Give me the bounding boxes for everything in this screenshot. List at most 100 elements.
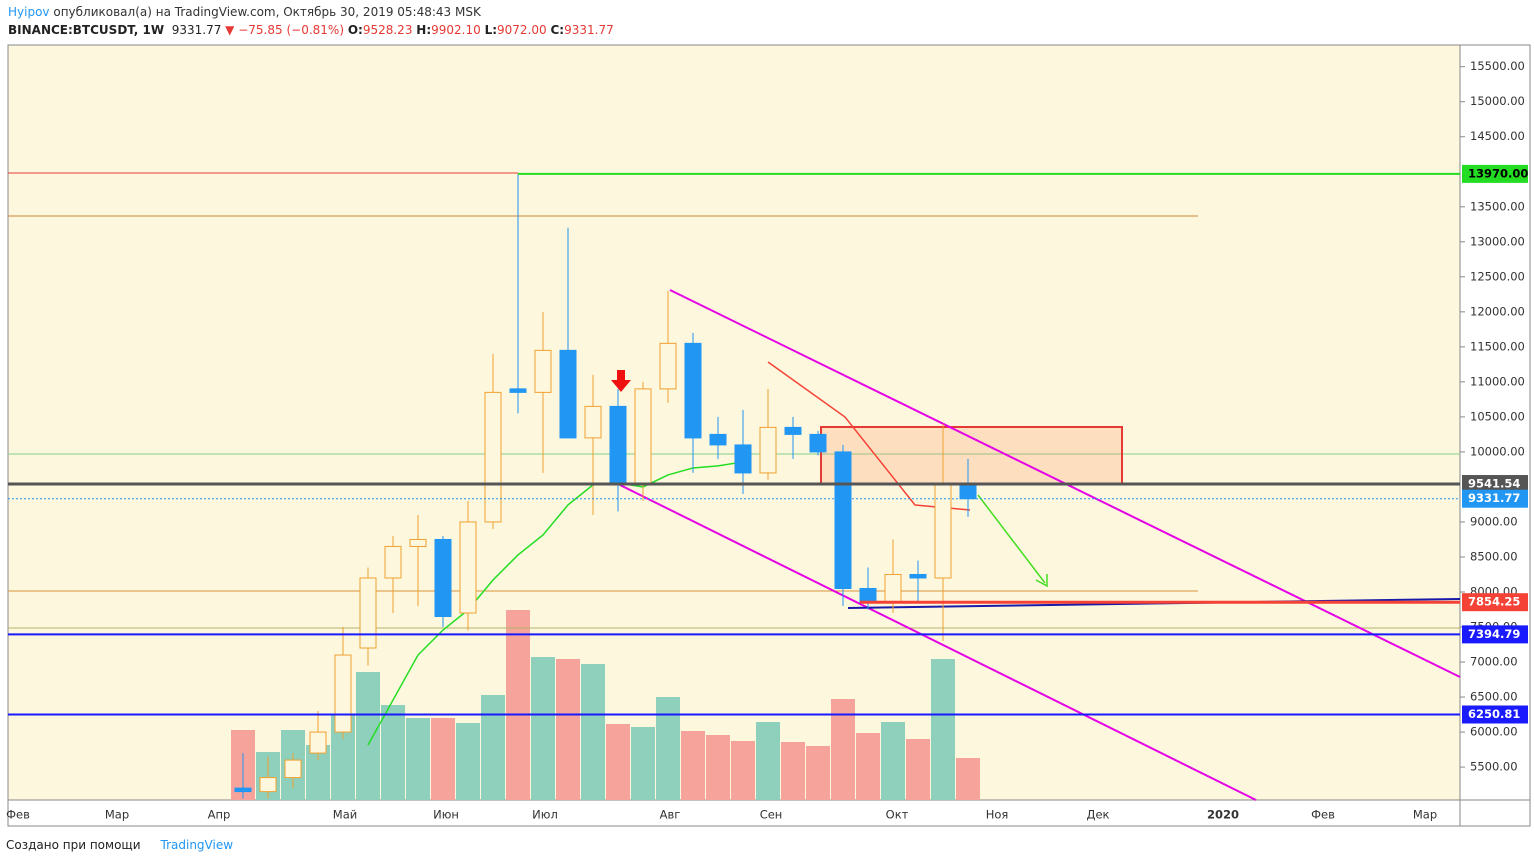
volume-bar bbox=[906, 739, 930, 800]
down-icon: ▼ bbox=[225, 23, 235, 37]
channel-line bbox=[619, 484, 1257, 801]
volume-bar bbox=[731, 741, 755, 800]
volume-bar bbox=[956, 758, 980, 800]
volume-bar bbox=[506, 610, 530, 800]
volume-bar bbox=[931, 659, 955, 800]
level-label: 9331.77 bbox=[1468, 491, 1520, 505]
symbol: BINANCE:BTCUSDT, 1W bbox=[8, 23, 165, 37]
y-tick-label: 9000.00 bbox=[1470, 514, 1518, 528]
y-tick-label: 5500.00 bbox=[1470, 760, 1518, 774]
candle-body bbox=[509, 388, 527, 393]
zone-box bbox=[820, 426, 1123, 485]
x-tick-label: Дек bbox=[1086, 808, 1109, 822]
volume-bar bbox=[431, 718, 455, 800]
footer: Создано при помощи TradingView bbox=[6, 838, 233, 852]
x-tick-label: Окт bbox=[886, 808, 909, 822]
level-tag bbox=[1462, 475, 1528, 494]
candle-body bbox=[684, 342, 702, 439]
volume-bar bbox=[381, 705, 405, 800]
candle-body bbox=[359, 577, 377, 649]
candle-body bbox=[834, 451, 852, 589]
volume-bar bbox=[356, 672, 380, 800]
candle-body bbox=[809, 433, 827, 453]
candle-body bbox=[734, 444, 752, 474]
l: 9072.00 bbox=[497, 23, 547, 37]
candle-body bbox=[459, 521, 477, 614]
volume-bar bbox=[556, 659, 580, 800]
h: 9902.10 bbox=[431, 23, 481, 37]
volume-bar bbox=[581, 664, 605, 800]
candle-body bbox=[484, 391, 502, 523]
y-tick-label: 13500.00 bbox=[1470, 199, 1525, 213]
last: 9331.77 bbox=[171, 23, 222, 37]
volume-bar bbox=[481, 695, 505, 800]
x-tick-label: Сен bbox=[760, 808, 783, 822]
header-line: Hyipov опубликовал(а) на TradingView.com… bbox=[8, 5, 481, 19]
x-tick-label: Июл bbox=[532, 808, 558, 822]
y-tick-label: 12000.00 bbox=[1470, 304, 1525, 318]
level-tag bbox=[1462, 489, 1528, 508]
x-tick-label: Ноя bbox=[986, 808, 1009, 822]
candle-body bbox=[584, 405, 602, 439]
level-tag bbox=[1462, 593, 1528, 612]
volume-layer bbox=[231, 610, 980, 800]
volume-bar bbox=[456, 723, 480, 800]
down-arrow bbox=[611, 370, 631, 392]
candle-body bbox=[259, 777, 277, 793]
volume-bar bbox=[706, 735, 730, 800]
candle-body bbox=[784, 426, 802, 435]
o-label: O: bbox=[347, 23, 363, 37]
candle-body bbox=[384, 545, 402, 579]
forecast-arrow bbox=[977, 494, 1046, 584]
y-tick-label: 8500.00 bbox=[1470, 549, 1518, 563]
y-tick-label: 7000.00 bbox=[1470, 655, 1518, 669]
x-tick-label: Фев bbox=[1311, 808, 1335, 822]
volume-bar bbox=[881, 722, 905, 800]
candle-body bbox=[559, 349, 577, 439]
volume-bar bbox=[856, 733, 880, 800]
y-tick-label: 6000.00 bbox=[1470, 725, 1518, 739]
volume-bar bbox=[756, 722, 780, 800]
candle-body bbox=[934, 482, 952, 579]
x-tick-label: Май bbox=[333, 808, 357, 822]
x-tick-label: Июн bbox=[433, 808, 459, 822]
level-tag bbox=[1462, 164, 1528, 183]
candle-body bbox=[334, 654, 352, 733]
l-label: L: bbox=[484, 23, 498, 37]
candle-body bbox=[634, 388, 652, 484]
c-label: C: bbox=[550, 23, 565, 37]
volume-bar bbox=[681, 731, 705, 800]
volume-bar bbox=[806, 746, 830, 800]
y-tick-label: 15000.00 bbox=[1470, 94, 1525, 108]
candle-body bbox=[309, 731, 327, 754]
brand[interactable]: TradingView bbox=[160, 838, 234, 852]
volume-bar bbox=[781, 742, 805, 800]
x-tick-label: Апр bbox=[208, 808, 231, 822]
candle-body bbox=[409, 538, 427, 547]
level-tag bbox=[1462, 705, 1528, 724]
y-tick-label: 15500.00 bbox=[1470, 59, 1525, 73]
author[interactable]: Hyipov bbox=[8, 5, 50, 19]
price-layer bbox=[8, 172, 1460, 799]
x-tick-label: Авг bbox=[660, 808, 681, 822]
change: −75.85 (−0.81%) bbox=[238, 23, 344, 37]
volume-bar bbox=[531, 657, 555, 800]
volume-bar bbox=[406, 718, 430, 800]
ohlc-line: BINANCE:BTCUSDT, 1W 9331.77 ▼ −75.85 (−0… bbox=[8, 23, 614, 37]
x-tick-label: 2020 bbox=[1207, 808, 1239, 822]
candle-body bbox=[884, 573, 902, 603]
candle-body bbox=[759, 426, 777, 474]
candle-body bbox=[609, 405, 627, 484]
x-tick-label: Мар bbox=[1413, 808, 1437, 822]
volume-bar bbox=[606, 724, 630, 800]
candle-body bbox=[534, 349, 552, 393]
y-tick-label: 13000.00 bbox=[1470, 234, 1525, 248]
plot-bg bbox=[8, 45, 1460, 800]
arrow-head bbox=[1035, 574, 1048, 588]
footer-text: Создано при помощи bbox=[6, 838, 141, 852]
y-tick-label: 11000.00 bbox=[1470, 374, 1525, 388]
level-tag bbox=[1462, 625, 1528, 644]
candle-body bbox=[234, 787, 252, 793]
